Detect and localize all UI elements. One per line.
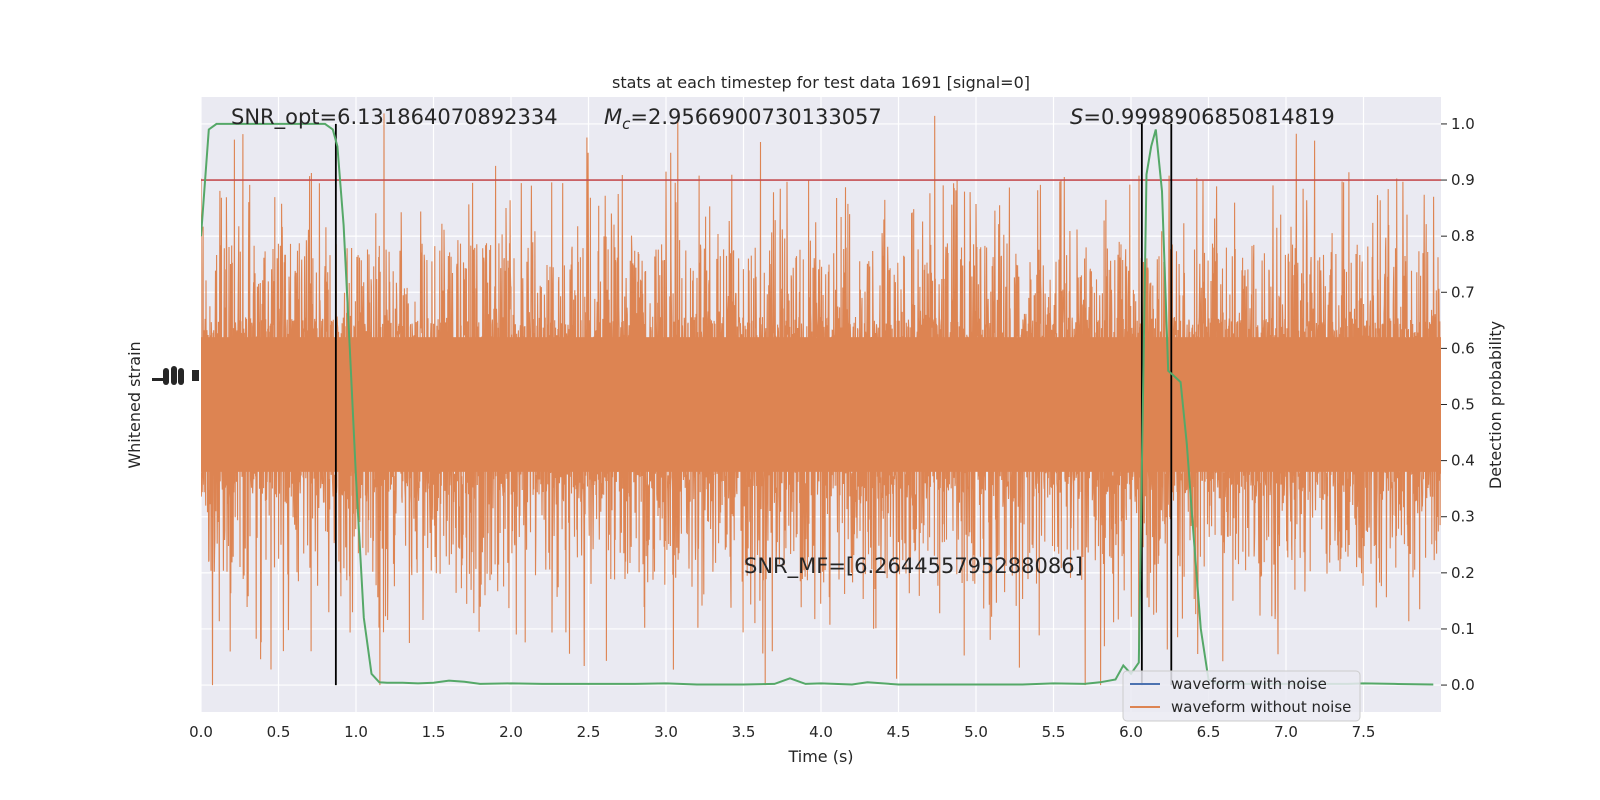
x-tick-label-4: 2.0	[499, 723, 523, 741]
x-tick-label-10: 5.0	[964, 723, 988, 741]
x-tick-label-14: 7.0	[1274, 723, 1298, 741]
y-tick-label-9: 0.9	[1451, 171, 1475, 189]
legend: waveform with noise waveform without noi…	[1122, 670, 1361, 722]
y-tick-label-10: 1.0	[1451, 115, 1475, 133]
vertical-markers	[334, 123, 1173, 686]
x-tick-label-2: 1.0	[344, 723, 368, 741]
y-axis-right-label: Detection probability	[1486, 321, 1505, 489]
x-tick-label-13: 6.5	[1197, 723, 1221, 741]
legend-label-noise: waveform with noise	[1171, 675, 1327, 693]
s-value: =0.9998906850814819	[1083, 105, 1334, 129]
y-axis-left-label: Whitened strain	[125, 341, 144, 468]
y-tick-label-8: 0.8	[1451, 227, 1475, 245]
x-tick-label-6: 3.0	[654, 723, 678, 741]
y-tick-label-1: 0.1	[1451, 620, 1475, 638]
strain-core	[201, 337, 1441, 472]
y-tick-label-2: 0.2	[1451, 564, 1475, 582]
chirp-mass-subscript: c	[622, 115, 631, 133]
probability-series	[201, 122, 1434, 686]
snr-opt-annotation: SNR_opt=6.131864070892334	[231, 105, 558, 130]
strain-series	[201, 113, 1441, 686]
x-tick-label-3: 1.5	[422, 723, 446, 741]
legend-box	[1122, 670, 1361, 722]
x-axis-ticks: 0.0 0.5 1.0 1.5 2.0 2.5 3.0 3.5 4.0 4.5 5.0 5.5 6.0 6…	[189, 723, 1375, 741]
x-tick-label-8: 4.0	[809, 723, 833, 741]
x-tick-label-12: 6.0	[1119, 723, 1143, 741]
y-tick-label-6: 0.6	[1451, 339, 1475, 357]
x-tick-label-5: 2.5	[577, 723, 601, 741]
snr-mf-annotation: SNR_MF=[6.264455795288086]	[744, 554, 1083, 579]
y-axis-right-ticks: 0.0 0.1 0.2 0.3 0.4 0.5 0.6 0.7 0.8 0.9 1.0	[1441, 115, 1475, 694]
left-axis-collapsed-ticks	[152, 366, 199, 385]
s-annotation: S=0.9998906850814819	[1070, 105, 1335, 129]
y-tick-label-3: 0.3	[1451, 508, 1475, 526]
x-tick-label-11: 5.5	[1042, 723, 1066, 741]
strain-trace	[201, 113, 1441, 686]
y-tick-label-4: 0.4	[1451, 452, 1475, 470]
x-tick-label-9: 4.5	[887, 723, 911, 741]
x-tick-label-15: 7.5	[1352, 723, 1376, 741]
x-tick-label-1: 0.5	[267, 723, 291, 741]
x-axis-label: Time (s)	[787, 747, 853, 766]
chirp-mass-symbol: M	[604, 105, 622, 129]
s-symbol: S	[1070, 105, 1083, 129]
probability-line	[201, 122, 1434, 686]
x-tick-label-0: 0.0	[189, 723, 213, 741]
y-tick-label-7: 0.7	[1451, 283, 1475, 301]
chirp-mass-annotation: Mc=2.9566900730133057	[604, 105, 882, 133]
chirp-mass-value: =2.9566900730133057	[630, 105, 881, 129]
chart-title: stats at each timestep for test data 169…	[612, 73, 1030, 92]
legend-label-clean: waveform without noise	[1171, 698, 1351, 716]
y-tick-label-5: 0.5	[1451, 396, 1475, 414]
y-tick-label-0: 0.0	[1451, 676, 1475, 694]
x-tick-label-7: 3.5	[732, 723, 756, 741]
